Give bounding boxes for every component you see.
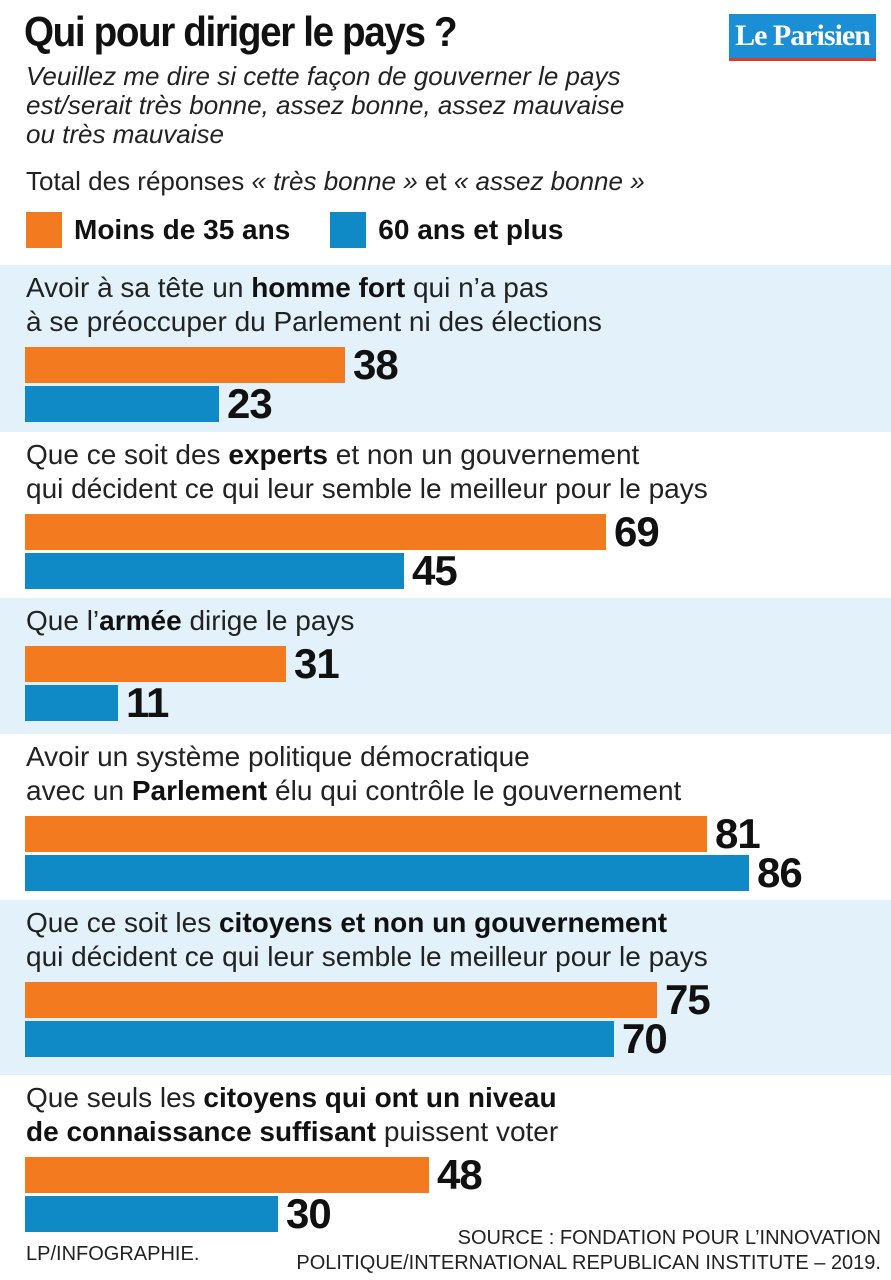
category-label-text: avec un <box>26 775 132 806</box>
source-line: SOURCE : FONDATION POUR L’INNOVATION <box>457 1227 881 1249</box>
bar-value-label: 86 <box>757 849 803 896</box>
legend-label: Moins de 35 ans <box>74 214 291 245</box>
bar-60-plus <box>25 553 404 589</box>
bar-value-label: 11 <box>126 679 169 726</box>
question-line: Veuillez me dire si cette façon de gouve… <box>26 61 621 91</box>
chart-legend: Moins de 35 ans 60 ans et plus <box>26 210 603 250</box>
category-label-line: Que ce soit des experts et non un gouver… <box>26 438 886 472</box>
bar-under-35 <box>25 514 606 550</box>
category-label-line: de connaissance suffisant puissent voter <box>26 1115 886 1149</box>
bar-60-plus <box>25 1196 278 1232</box>
category-label-text: et non un gouvernement <box>327 439 640 470</box>
category-label-text: Que seuls les <box>26 1082 204 1113</box>
category-label-bold: citoyens et non un gouvernement <box>218 907 668 938</box>
category-label-text: Que ce soit des <box>26 439 229 470</box>
chart-title: Qui pour diriger le pays ? <box>24 8 458 55</box>
question-line: ou très mauvaise <box>26 119 224 149</box>
category-label-bold: experts <box>228 439 328 470</box>
survey-question: Veuillez me dire si cette façon de gouve… <box>26 62 726 149</box>
bar-under-35 <box>25 646 286 682</box>
category-label: Que ce soit des experts et non un gouver… <box>26 438 886 506</box>
category-label-text: qui décident ce qui leur semble le meill… <box>26 941 708 972</box>
category-label: Avoir à sa tête un homme fort qui n’a pa… <box>26 271 886 339</box>
category-panel: Avoir à sa tête un homme fort qui n’a pa… <box>0 265 891 432</box>
bar-60-plus <box>25 855 749 891</box>
category-label: Que l’armée dirige le pays <box>26 604 886 638</box>
bar-value-label: 75 <box>665 976 711 1023</box>
note-middle: et <box>417 166 454 196</box>
category-label-line: Que seuls les citoyens qui ont un niveau <box>26 1081 886 1115</box>
category-label-bold: de connaissance suffisant <box>26 1116 377 1147</box>
category-panel: Avoir un système politique démocratique a… <box>0 734 891 900</box>
note-part1: « très bonne » <box>251 166 418 196</box>
credit-text: LP/INFOGRAPHIE. <box>26 1243 200 1265</box>
bar-value-label: 48 <box>437 1151 483 1198</box>
category-label-bold: armée <box>99 605 182 636</box>
category-label-line: Que l’armée dirige le pays <box>26 604 886 638</box>
category-label-text: Que ce soit les <box>26 907 219 938</box>
bar-under-35 <box>25 347 345 383</box>
category-label-line: Avoir à sa tête un homme fort qui n’a pa… <box>26 271 886 305</box>
source-line: POLITIQUE/INTERNATIONAL REPUBLICAN INSTI… <box>296 1252 881 1274</box>
legend-swatch-blue <box>330 212 367 248</box>
category-label: Que seuls les citoyens qui ont un niveau… <box>26 1081 886 1149</box>
legend-item-60-plus: 60 ans et plus <box>330 212 563 248</box>
bar-60-plus <box>25 685 118 721</box>
category-label-bold: homme fort <box>251 272 406 303</box>
category-label-line: qui décident ce qui leur semble le meill… <box>26 940 886 974</box>
bar-value-label: 45 <box>412 547 458 594</box>
category-label-line: Avoir un système politique démocratique <box>26 740 886 774</box>
category-label-bold: Parlement <box>131 775 268 806</box>
category-label-bold: citoyens qui ont un niveau <box>203 1082 557 1113</box>
category-panel: Que ce soit des experts et non un gouver… <box>0 432 891 598</box>
category-label-line: Que ce soit les citoyens et non un gouve… <box>26 906 886 940</box>
source-note: SOURCE : FONDATION POUR L’INNOVATION POL… <box>296 1226 881 1276</box>
category-label: Que ce soit les citoyens et non un gouve… <box>26 906 886 974</box>
bar-60-plus <box>25 1021 614 1057</box>
category-label-text: Avoir à sa tête un <box>26 272 252 303</box>
category-label-text: qui décident ce qui leur semble le meill… <box>26 473 708 504</box>
bar-value-label: 30 <box>286 1190 332 1237</box>
category-label-text: dirige le pays <box>181 605 355 636</box>
category-label-text: qui n’a pas <box>405 272 549 303</box>
category-label-line: à se préoccuper du Parlement ni des élec… <box>26 305 886 339</box>
bar-value-label: 70 <box>622 1015 668 1062</box>
category-label-line: qui décident ce qui leur semble le meill… <box>26 472 886 506</box>
category-panel: Que l’armée dirige le pays 31 11 <box>0 598 891 734</box>
category-label-text: Avoir un système politique démocratique <box>26 741 530 772</box>
bar-under-35 <box>25 816 707 852</box>
category-label-line: avec un Parlement élu qui contrôle le go… <box>26 774 886 808</box>
legend-swatch-orange <box>26 212 62 248</box>
category-panel: Que seuls les citoyens qui ont un niveau… <box>0 1075 891 1240</box>
category-label-text: élu qui contrôle le gouvernement <box>267 775 682 806</box>
bar-60-plus <box>25 386 219 422</box>
bar-value-label: 69 <box>614 508 660 555</box>
bar-under-35 <box>25 982 657 1018</box>
category-label-text: puissent voter <box>376 1116 559 1147</box>
le-parisien-logo: Le Parisien <box>729 14 876 61</box>
legend-label: 60 ans et plus <box>378 214 564 245</box>
category-panel: Que ce soit les citoyens et non un gouve… <box>0 900 891 1075</box>
note-part2: « assez bonne » <box>453 166 645 196</box>
bar-value-label: 31 <box>294 640 340 687</box>
bar-value-label: 23 <box>227 380 273 427</box>
bar-value-label: 38 <box>353 341 399 388</box>
bar-value-label: 81 <box>715 810 761 857</box>
responses-note: Total des réponses « très bonne » et « a… <box>26 166 645 197</box>
category-label-text: à se préoccuper du Parlement ni des élec… <box>26 306 602 337</box>
question-line: est/serait très bonne, assez bonne, asse… <box>26 90 625 120</box>
legend-item-under-35: Moins de 35 ans <box>26 212 290 248</box>
category-label-text: Que l’ <box>26 605 100 636</box>
note-prefix: Total des réponses <box>26 166 252 196</box>
bar-under-35 <box>25 1157 429 1193</box>
category-label: Avoir un système politique démocratique a… <box>26 740 886 808</box>
